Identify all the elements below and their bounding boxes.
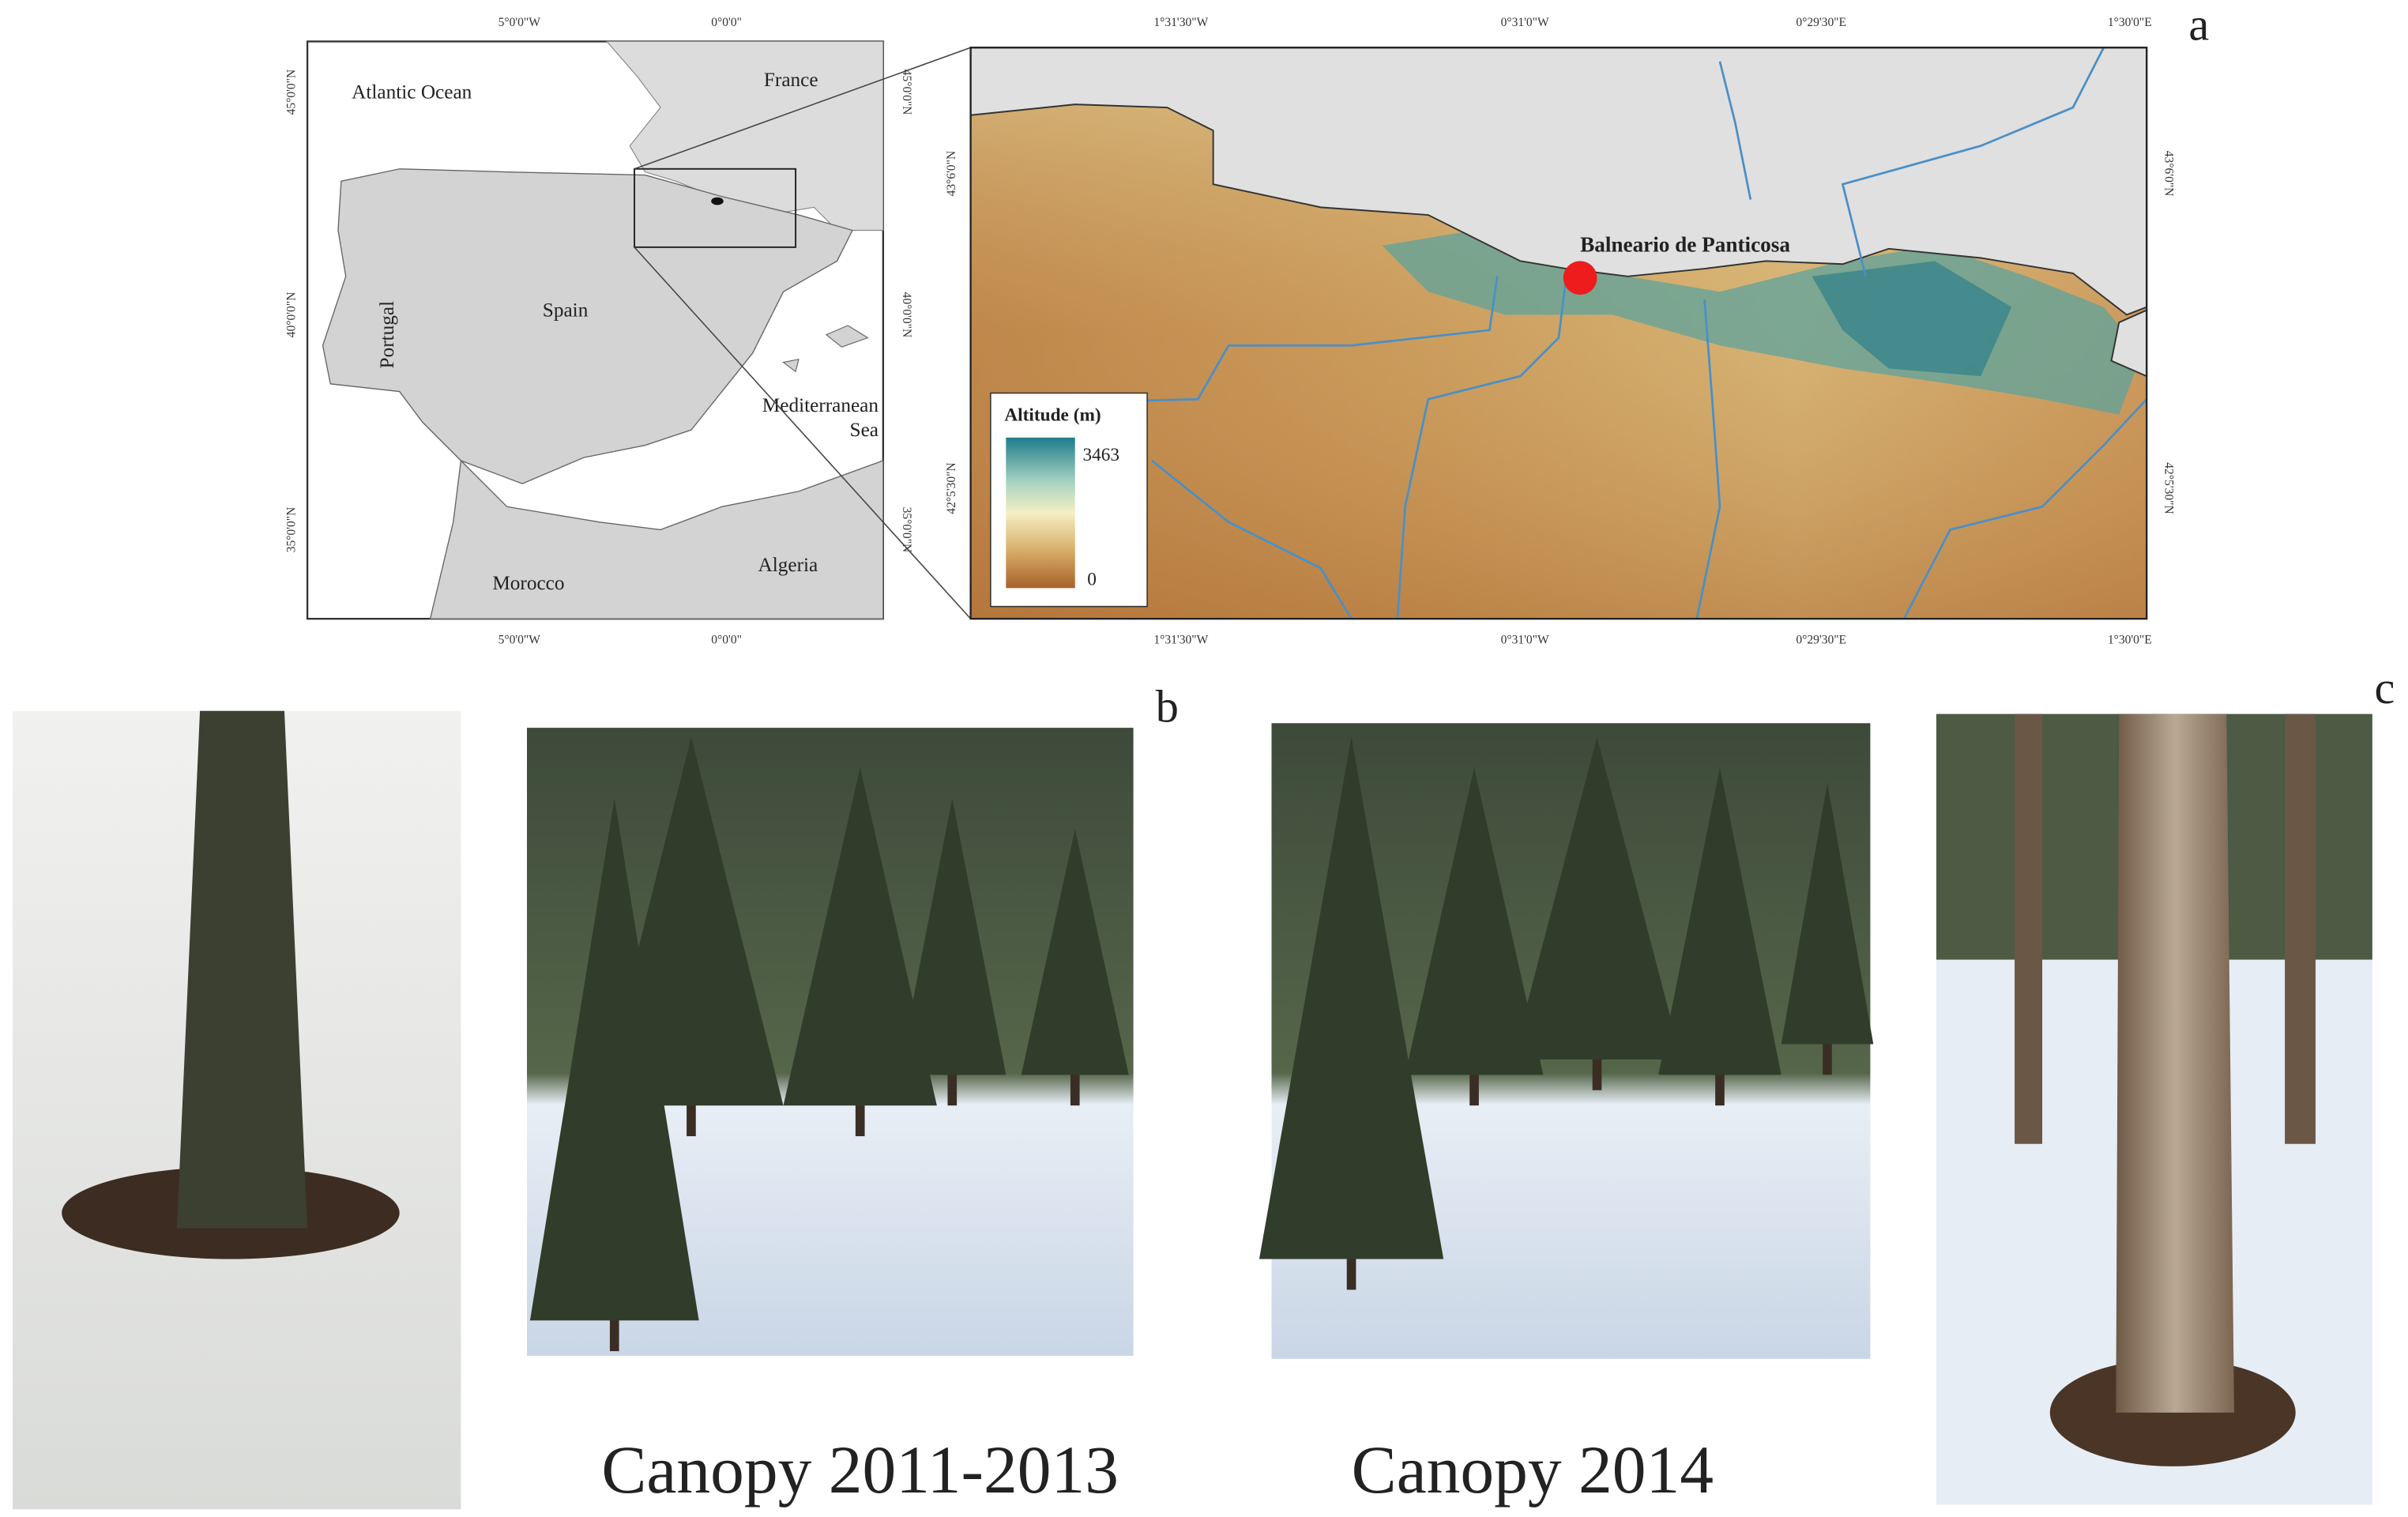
trunk: [2285, 713, 2316, 1144]
tick-label: 5°0'0"W: [499, 16, 541, 29]
tree-crown: [1512, 736, 1682, 1060]
france-area: [969, 47, 2148, 316]
tick-label: 42°5'30"N: [2162, 462, 2176, 514]
place-label: Morocco: [492, 572, 564, 594]
tick-label: 0°29'30"E: [1796, 16, 1846, 29]
legend-colorbar: [1006, 437, 1075, 589]
caption: Canopy 2014: [1352, 1433, 1714, 1508]
place-label: Portugal: [376, 301, 398, 369]
tick-label: 35°0'0"N: [900, 507, 913, 553]
legend-title: Altitude (m): [1004, 405, 1101, 425]
photos: [12, 710, 2372, 1510]
place-label: Spain: [543, 299, 589, 321]
river: [1718, 61, 1752, 200]
tick-label: 1°31'30"W: [1153, 16, 1208, 29]
land-africa: [429, 459, 884, 619]
tick-label: 43°6'0"N: [945, 151, 958, 197]
tick-label: 1°30'0"E: [2108, 633, 2152, 646]
land-islands: [782, 325, 869, 373]
tick-label: 40°0'0"N: [285, 292, 299, 338]
rivers: [1074, 47, 2148, 619]
tick-label: 45°0'0"N: [285, 70, 299, 115]
river: [1841, 47, 2105, 277]
study-area-box: [634, 168, 797, 248]
panel-label: c: [2374, 662, 2395, 713]
trunk: [2015, 713, 2043, 1144]
tick-label: 5°0'0"W: [499, 633, 541, 646]
place-label: France: [764, 69, 818, 91]
river: [1396, 276, 1567, 619]
panel-label: b: [1156, 680, 1179, 732]
tick-label: 40°0'0"N: [900, 292, 913, 338]
tree-crown: [1658, 767, 1782, 1075]
river: [1902, 398, 2148, 619]
tick-label: 0°31'0"W: [1501, 16, 1549, 29]
tree-crown: [1405, 767, 1544, 1075]
tree-crown: [1259, 736, 1444, 1259]
legend-max: 3463: [1082, 445, 1119, 465]
caption: Canopy 2011-2013: [601, 1433, 1119, 1508]
legend: Altitude (m) 3463 0: [990, 392, 1148, 608]
trunk: [2116, 713, 2234, 1413]
site-label: Balneario de Panticosa: [1580, 233, 1790, 257]
tick-label: 43°6'0"N: [2162, 151, 2176, 197]
main-frame: [969, 47, 2148, 620]
tick-label: 0°31'0"W: [1501, 633, 1549, 646]
inset-map: Atlantic Ocean France Spain Portugal Med…: [306, 40, 885, 620]
main-map: Balneario de Panticosa Altitude (m) 3463…: [969, 47, 2148, 620]
river: [1074, 276, 1499, 404]
study-area-marker: [711, 197, 724, 205]
tick-label: 35°0'0"N: [285, 507, 299, 553]
river: [1151, 459, 1353, 619]
tick-label: 0°0'0": [711, 16, 742, 29]
high-terrain: [1812, 261, 2012, 377]
panel-label: a: [2188, 0, 2209, 51]
trunk: [176, 710, 308, 1229]
tick-label: 0°0'0": [711, 633, 742, 646]
tree-crown: [1781, 783, 1874, 1045]
tree-crown: [898, 798, 1006, 1075]
tick-label: 0°29'30"E: [1796, 633, 1846, 646]
tree-crown: [1021, 829, 1129, 1075]
tick-label: 45°0'0"N: [900, 70, 913, 115]
site-marker: [1563, 261, 1597, 295]
tick-label: 1°30'0"E: [2108, 16, 2152, 29]
river: [1695, 299, 1721, 619]
tick-label: 1°31'30"W: [1153, 633, 1208, 646]
connector-line: [634, 47, 971, 170]
place-label: Algeria: [758, 554, 818, 576]
place-label: Atlantic Ocean: [352, 81, 472, 103]
tick-label: 42°5'30"N: [945, 462, 958, 514]
tree-crown: [783, 767, 937, 1106]
place-label: Sea: [850, 419, 879, 441]
legend-min: 0: [1087, 569, 1097, 589]
place-label: Mediterranean: [762, 394, 879, 416]
tree-crown: [599, 736, 784, 1106]
connector-line: [634, 247, 972, 619]
